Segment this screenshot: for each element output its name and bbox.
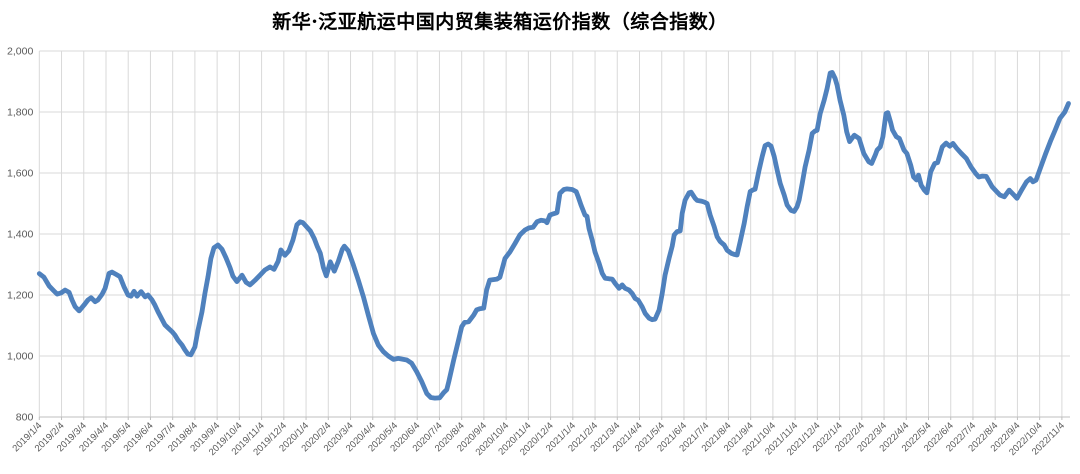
y-tick-label: 1,200 bbox=[7, 290, 33, 302]
horizontal-gridlines bbox=[39, 50, 1070, 418]
y-tick-label: 800 bbox=[16, 412, 34, 424]
y-tick-label: 1,000 bbox=[7, 351, 33, 363]
y-tick-label: 1,600 bbox=[7, 168, 33, 180]
y-axis-labels: 800 1,000 1,200 1,400 1,600 1,800 2,000 bbox=[7, 46, 33, 424]
y-tick-label: 2,000 bbox=[7, 46, 33, 58]
chart-title: 新华·泛亚航运中国内贸集装箱运价指数（综合指数） bbox=[272, 11, 728, 33]
series-line bbox=[36, 70, 1071, 401]
x-axis-labels: 2019/1/42019/2/42019/3/42019/4/42019/5/4… bbox=[10, 420, 1067, 458]
index-line bbox=[36, 70, 1071, 401]
y-tick-label: 1,800 bbox=[7, 107, 33, 119]
vertical-gridlines bbox=[38, 51, 1063, 420]
y-tick-label: 1,400 bbox=[7, 229, 33, 241]
